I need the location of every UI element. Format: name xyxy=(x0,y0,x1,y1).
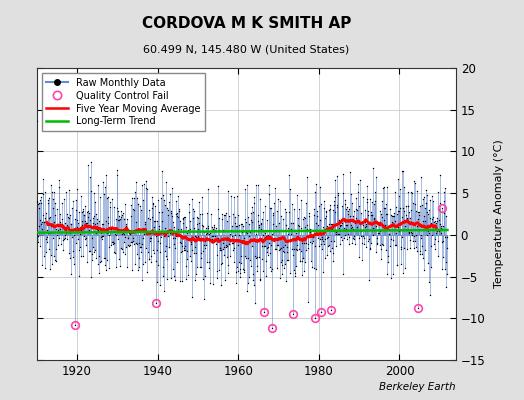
Text: Berkeley Earth: Berkeley Earth xyxy=(379,382,456,392)
Text: 60.499 N, 145.480 W (United States): 60.499 N, 145.480 W (United States) xyxy=(143,44,350,54)
Y-axis label: Temperature Anomaly (°C): Temperature Anomaly (°C) xyxy=(494,140,504,288)
Legend: Raw Monthly Data, Quality Control Fail, Five Year Moving Average, Long-Term Tren: Raw Monthly Data, Quality Control Fail, … xyxy=(41,73,205,131)
Text: CORDOVA M K SMITH AP: CORDOVA M K SMITH AP xyxy=(141,16,351,31)
